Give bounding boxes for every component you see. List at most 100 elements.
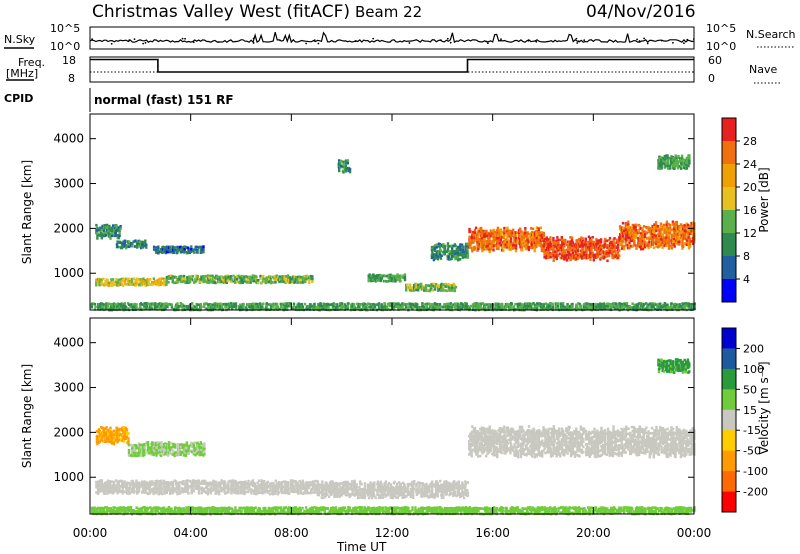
heatmap-cell [597, 307, 600, 311]
heatmap-cell [622, 237, 626, 240]
heatmap-cell [234, 281, 237, 284]
heatmap-cell [477, 234, 480, 238]
heatmap-cell [653, 241, 656, 245]
heatmap-cell [473, 302, 476, 305]
freq-series [90, 58, 694, 73]
heatmap-cell [293, 487, 296, 491]
heatmap-cell [511, 234, 514, 237]
heatmap-cell [664, 244, 667, 247]
heatmap-cell [257, 484, 261, 488]
heatmap-cell [497, 247, 500, 251]
heatmap-cell [608, 247, 612, 250]
heatmap-cell [348, 170, 352, 174]
heatmap-cell [639, 304, 642, 308]
heatmap-cell [186, 489, 189, 493]
noise-search-dot [485, 40, 488, 43]
heatmap-cell [153, 484, 156, 488]
heatmap-cell [148, 480, 152, 484]
heatmap-cell [349, 306, 353, 309]
heatmap-cell [348, 168, 352, 171]
heatmap-cell [559, 256, 562, 260]
heatmap-cell [134, 452, 137, 455]
heatmap-cell [187, 307, 191, 310]
heatmap-cell [209, 303, 213, 307]
heatmap-cell [674, 154, 677, 157]
heatmap-cell [105, 228, 109, 232]
heatmap-cell [457, 248, 460, 251]
heatmap-cell [308, 486, 311, 490]
noise-search-dot [184, 37, 187, 40]
heatmap-cell [200, 491, 203, 495]
heatmap-cell [535, 245, 538, 248]
heatmap-cell [111, 431, 114, 435]
heatmap-cell [397, 276, 400, 279]
heatmap-cell [127, 449, 131, 452]
heatmap-cell [540, 303, 543, 306]
heatmap-cell [238, 305, 242, 309]
heatmap-cell [363, 308, 367, 311]
heatmap-cell [152, 453, 155, 457]
heatmap-cell [108, 224, 111, 228]
power-colorbar-swatch [722, 279, 736, 303]
heatmap-cell [497, 244, 500, 248]
freq-left-tick-bottom: 8 [68, 72, 75, 85]
heatmap-cell [659, 305, 662, 309]
heatmap-cell [673, 224, 676, 227]
heatmap-cell [109, 234, 112, 238]
heatmap-cell [661, 246, 664, 249]
heatmap-cell [178, 275, 181, 279]
heatmap-cell [217, 490, 221, 493]
heatmap-cell [509, 237, 513, 241]
heatmap-cell [530, 244, 534, 247]
heatmap-cell [651, 232, 654, 236]
heatmap-cell [451, 286, 454, 290]
heatmap-cell [564, 257, 567, 260]
heatmap-cell [255, 307, 258, 311]
heatmap-cell [297, 281, 300, 284]
heatmap-cell [104, 440, 107, 443]
heatmap-cell [146, 278, 149, 281]
heatmap-cell [155, 248, 158, 252]
heatmap-cell [638, 224, 642, 228]
heatmap-cell [112, 482, 116, 485]
heatmap-cell [200, 450, 203, 454]
heatmap-cell [655, 242, 658, 246]
heatmap-cell [191, 307, 194, 310]
heatmap-cell [592, 258, 595, 262]
heatmap-cell [197, 486, 201, 490]
heatmap-cell [209, 306, 213, 309]
heatmap-cell [128, 486, 132, 490]
heatmap-cell [112, 480, 115, 484]
heatmap-cell [663, 307, 667, 310]
heatmap-cell [274, 278, 277, 281]
heatmap-cell [670, 244, 673, 247]
heatmap-cell [114, 231, 117, 235]
heatmap-cell [420, 282, 423, 286]
heatmap-cell [151, 446, 154, 449]
heatmap-cell [557, 254, 560, 257]
heatmap-cell [229, 280, 232, 283]
heatmap-cell [685, 167, 689, 170]
heatmap-cell [436, 255, 440, 258]
heatmap-cell [647, 246, 650, 250]
heatmap-cell [316, 480, 320, 484]
heatmap-cell [168, 482, 172, 485]
heatmap-cell [421, 302, 424, 305]
heatmap-cell [606, 243, 609, 247]
heatmap-cell [680, 305, 683, 308]
heatmap-cell [139, 482, 142, 486]
heatmap-cell [556, 236, 559, 239]
heatmap-cell [569, 255, 572, 259]
heatmap-cell [289, 277, 292, 281]
heatmap-cell [297, 489, 300, 492]
heatmap-cell [597, 244, 601, 247]
heatmap-cell [237, 481, 240, 485]
heatmap-cell [170, 248, 174, 251]
heatmap-cell [552, 236, 555, 240]
heatmap-cell [279, 275, 282, 279]
heatmap-cell [132, 489, 135, 493]
heatmap-cell [635, 247, 638, 250]
heatmap-cell [549, 241, 552, 245]
heatmap-cell [672, 230, 676, 233]
heatmap-cell [558, 252, 561, 255]
